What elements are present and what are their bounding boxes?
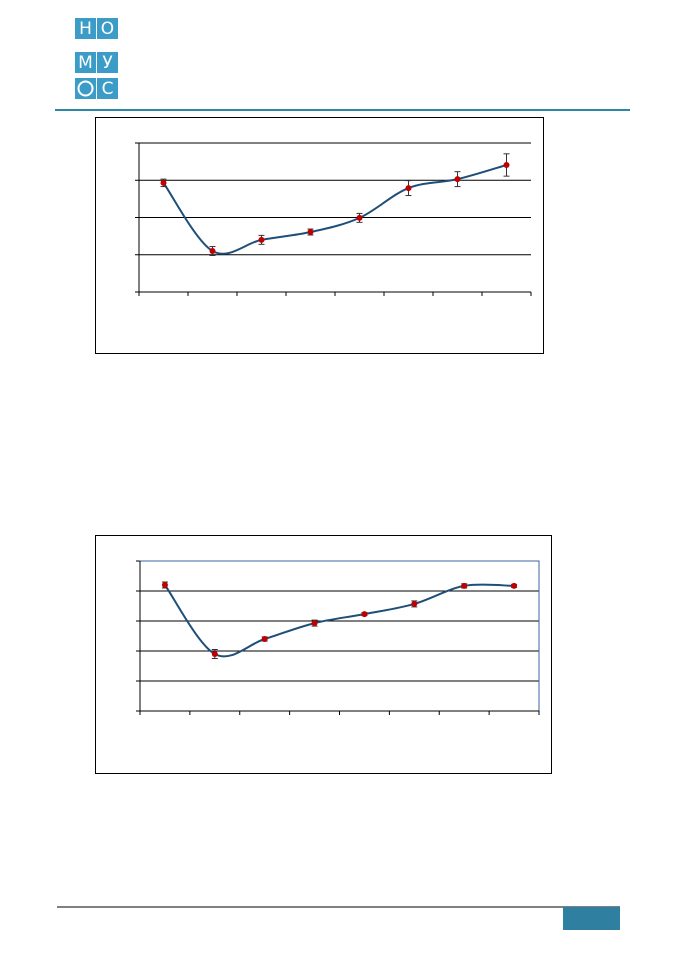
- data-point: [356, 214, 363, 221]
- data-point: [211, 651, 218, 657]
- logo-tile: [75, 18, 96, 39]
- logo-letter: М: [78, 53, 93, 73]
- chart: [135, 142, 532, 296]
- data-point: [503, 161, 510, 168]
- logo-icon: [77, 80, 94, 97]
- logo-tile: [75, 52, 96, 73]
- page-number-box: [563, 907, 620, 930]
- data-point: [411, 600, 418, 607]
- logo: Н О М У С: [75, 18, 118, 99]
- data-point: [361, 611, 368, 618]
- logo-letter: С: [102, 79, 114, 99]
- chart-frame: [95, 535, 552, 774]
- data-point: [461, 582, 468, 589]
- data-point: [161, 582, 168, 588]
- logo-tile: [97, 78, 118, 99]
- logo-letter: У: [102, 53, 113, 73]
- logo-letter: Н: [79, 19, 92, 39]
- chart: [136, 560, 540, 715]
- data-point: [311, 620, 318, 627]
- data-point: [511, 582, 518, 589]
- data-point: [258, 236, 265, 243]
- logo-letter: О: [101, 19, 114, 39]
- data-point: [307, 229, 314, 236]
- data-point: [261, 636, 268, 642]
- logo-tile: [97, 18, 118, 39]
- data-point: [209, 248, 216, 255]
- chart-frame: [95, 117, 544, 354]
- data-point: [405, 185, 412, 192]
- logo-tile: [97, 52, 118, 73]
- data-point: [160, 179, 167, 186]
- data-point: [454, 176, 461, 183]
